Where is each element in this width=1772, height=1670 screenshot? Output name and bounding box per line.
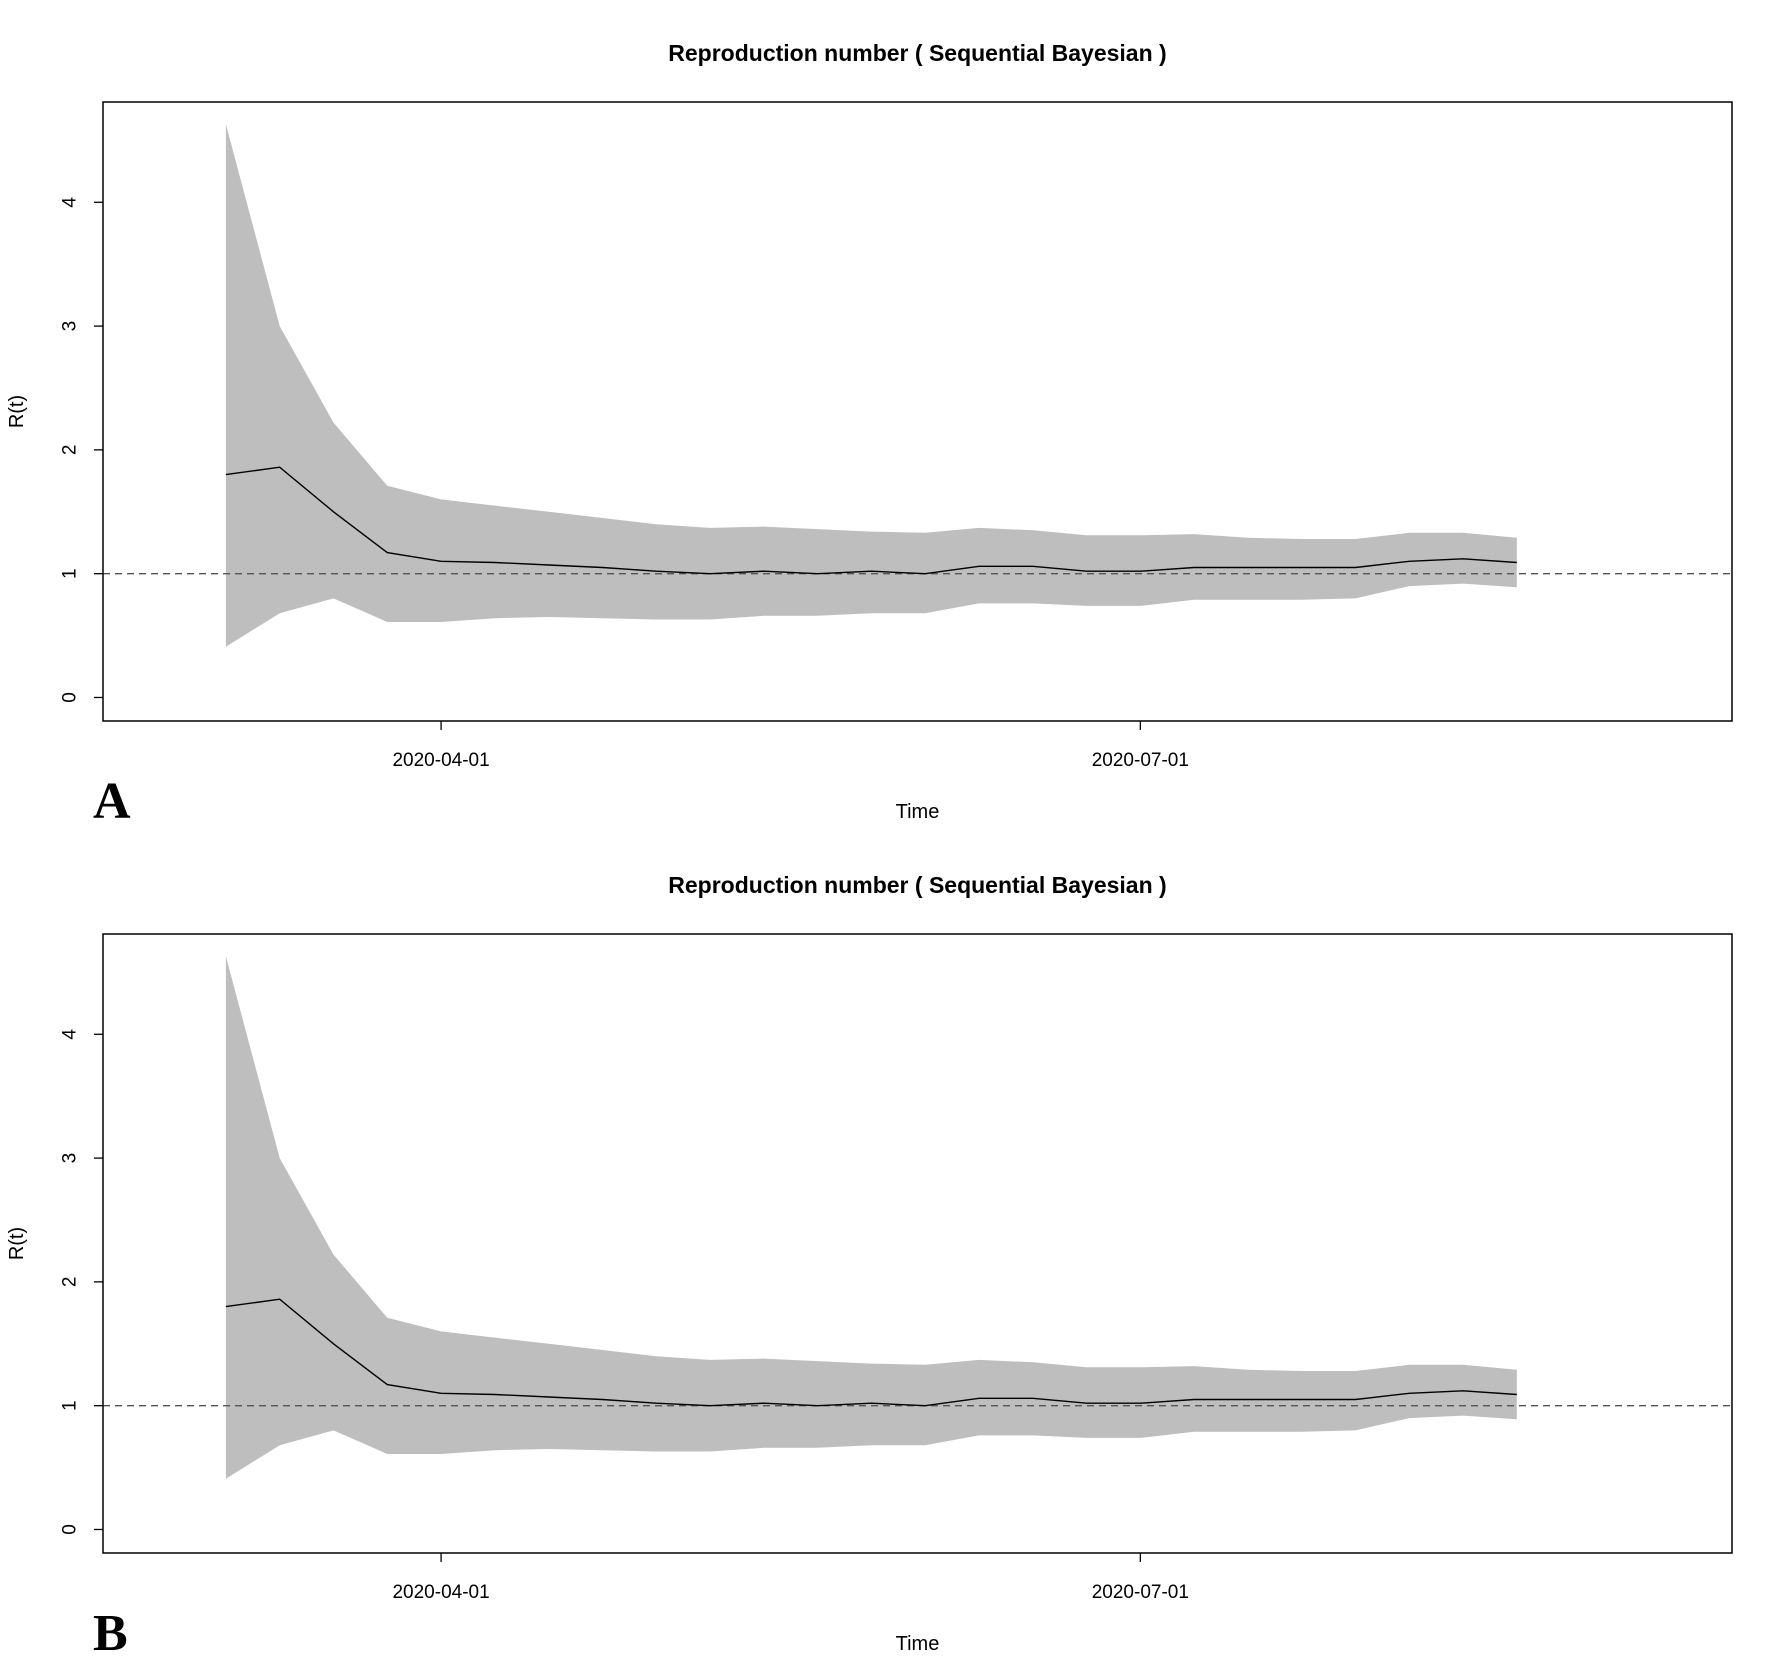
x-axis-label: Time xyxy=(896,801,940,823)
y-tick-label: 1 xyxy=(60,1400,81,1411)
y-axis-label: R(t) xyxy=(6,1227,28,1260)
panel-letter: B xyxy=(93,1605,128,1662)
chart-panel-b: Reproduction number ( Sequential Bayesia… xyxy=(6,872,1733,1662)
credible-interval-band xyxy=(225,956,1517,1479)
y-axis-label: R(t) xyxy=(6,395,28,428)
chart-panel-a: Reproduction number ( Sequential Bayesia… xyxy=(6,40,1733,830)
y-tick-label: 1 xyxy=(60,568,81,579)
chart-title: Reproduction number ( Sequential Bayesia… xyxy=(668,40,1166,66)
x-tick-label: 2020-04-01 xyxy=(392,1582,489,1603)
x-tick-label: 2020-04-01 xyxy=(392,750,489,771)
y-tick-label: 2 xyxy=(60,1277,81,1288)
y-tick-label: 3 xyxy=(60,321,81,332)
plot-frame xyxy=(102,933,1733,1554)
y-tick-label: 2 xyxy=(60,445,81,456)
x-tick-label: 2020-07-01 xyxy=(1092,1582,1189,1603)
y-tick-label: 3 xyxy=(60,1153,81,1164)
plot-frame xyxy=(102,101,1733,722)
y-tick-label: 4 xyxy=(60,197,81,208)
y-tick-label: 0 xyxy=(60,1524,81,1535)
x-axis-label: Time xyxy=(896,1633,940,1655)
credible-interval-band xyxy=(225,124,1517,647)
panel-letter: A xyxy=(93,773,131,830)
y-tick-label: 0 xyxy=(60,692,81,703)
y-tick-label: 4 xyxy=(60,1029,81,1040)
x-tick-label: 2020-07-01 xyxy=(1092,750,1189,771)
chart-title: Reproduction number ( Sequential Bayesia… xyxy=(668,872,1166,898)
